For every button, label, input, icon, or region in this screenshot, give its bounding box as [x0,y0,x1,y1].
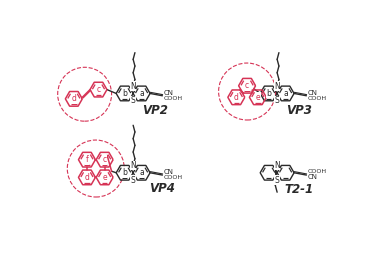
Text: N: N [274,82,280,91]
Text: COOH: COOH [164,175,183,180]
Text: b: b [122,89,127,98]
Text: c: c [96,85,101,94]
Text: COOH: COOH [164,96,183,100]
Text: S: S [275,96,279,105]
Text: a: a [139,168,144,177]
Text: CN: CN [308,174,318,179]
Text: d: d [85,173,89,182]
Text: b: b [266,89,271,98]
Text: c: c [103,155,107,164]
Text: S: S [131,96,136,105]
Text: c: c [245,81,249,90]
Text: S: S [275,176,279,185]
Text: a: a [139,89,144,98]
Text: N: N [130,161,136,170]
Text: N: N [130,82,136,91]
Text: CN: CN [308,90,318,96]
Text: b: b [122,168,127,177]
Text: CN: CN [164,169,174,175]
Text: CN: CN [164,90,174,96]
Text: N: N [274,161,280,170]
Text: f: f [85,155,88,164]
Text: VP3: VP3 [286,104,312,117]
Text: COOH: COOH [308,96,327,100]
Text: COOH: COOH [308,169,327,174]
Text: T2-1: T2-1 [284,183,313,196]
Text: d: d [234,93,239,102]
Text: e: e [102,173,107,182]
Text: e: e [256,93,260,102]
Text: a: a [283,89,288,98]
Text: VP2: VP2 [142,104,168,117]
Text: S: S [131,176,136,185]
Text: d: d [71,94,76,103]
Text: VP4: VP4 [149,182,175,195]
